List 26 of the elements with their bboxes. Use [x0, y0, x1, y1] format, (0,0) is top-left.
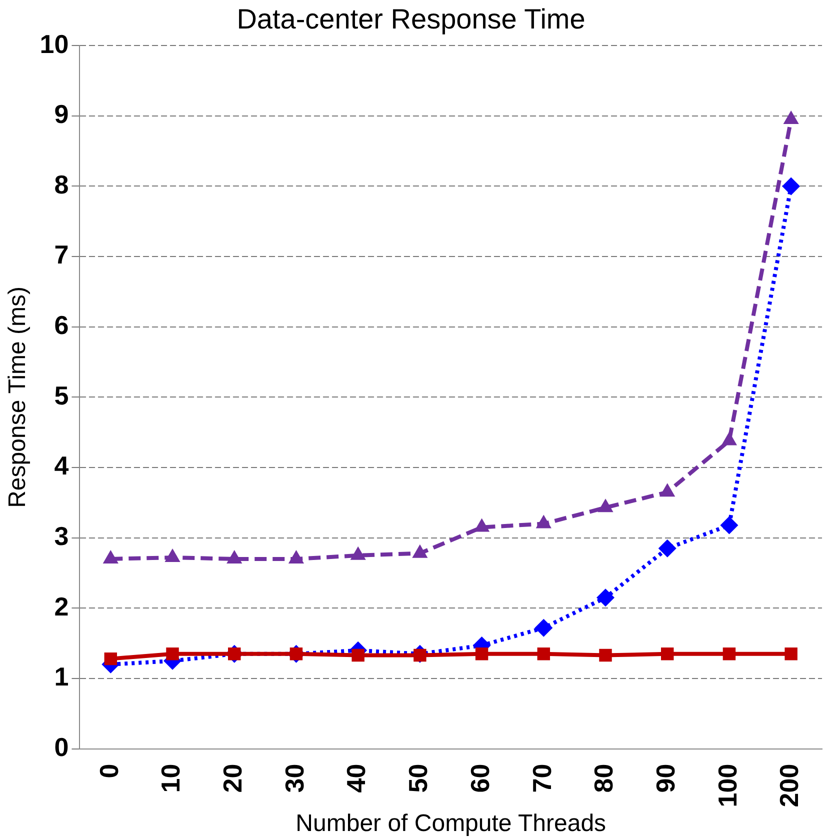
y-tick-label: 1 — [54, 662, 69, 692]
x-tick-label: 200 — [774, 764, 804, 808]
y-tick-label: 4 — [54, 450, 70, 481]
x-tick-label: 20 — [218, 764, 248, 793]
y-tick-label: 0 — [54, 732, 69, 762]
x-tick-label: 70 — [526, 764, 557, 793]
x-tick-label: 60 — [464, 764, 495, 793]
y-axis-title: Response Time (ms) — [4, 286, 32, 508]
x-tick-label: 0 — [94, 764, 124, 778]
x-tick-label: 30 — [279, 764, 310, 793]
y-tick-label: 5 — [54, 380, 69, 410]
y-tick-label: 9 — [54, 99, 69, 130]
chart-title: Data-center Response Time — [236, 4, 586, 35]
y-tick-label: 2 — [54, 591, 69, 622]
y-tick-label: 6 — [54, 310, 69, 340]
x-tick-label: 40 — [341, 764, 372, 793]
x-tick-label: 100 — [712, 764, 742, 808]
x-tick-label: 80 — [588, 764, 619, 793]
y-tick-label: 10 — [40, 28, 69, 59]
y-tick-label: 3 — [54, 521, 69, 552]
x-tick-label: 10 — [156, 764, 186, 793]
x-tick-label: 50 — [403, 764, 434, 793]
x-axis-title: Number of Compute Threads — [296, 810, 606, 838]
y-tick-label: 7 — [54, 240, 69, 270]
y-tick-label: 8 — [54, 169, 69, 200]
x-tick-label: 90 — [650, 764, 681, 793]
